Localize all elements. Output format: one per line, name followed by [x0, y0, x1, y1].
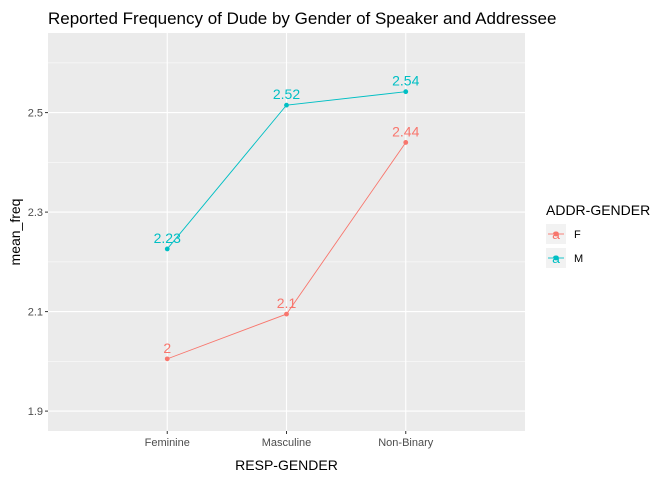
data-point-f: [403, 140, 409, 145]
legend-label-f: F: [574, 229, 581, 241]
chart-title: Reported Frequency of Dude by Gender of …: [48, 9, 556, 28]
x-tick-label: Feminine: [145, 437, 190, 449]
data-point-m: [164, 246, 170, 252]
legend-key-glyph-m: a: [552, 250, 560, 266]
data-labels: 2 2.1 2.44 2.23 2.52 2.54: [154, 73, 420, 356]
data-label-m: 2.54: [392, 73, 419, 89]
legend-key-point-m: [553, 255, 559, 261]
x-axis-title: RESP-GENDER: [235, 457, 338, 473]
y-tick-label: 1.9: [28, 406, 43, 418]
data-point-m: [403, 89, 409, 95]
legend-key-glyph-f: a: [552, 226, 560, 242]
legend-title: ADDR-GENDER: [546, 202, 650, 218]
y-axis-title: mean_freq: [7, 199, 23, 266]
data-label-f: 2.1: [277, 295, 297, 311]
y-axis: 1.9 2.1 2.3 2.5: [28, 108, 48, 418]
data-point-f: [284, 311, 289, 317]
legend: ADDR-GENDER a Fa M: [546, 202, 650, 268]
data-point-f: [164, 356, 170, 362]
y-tick-label: 2.1: [28, 307, 43, 319]
legend-key-point-f: [553, 231, 559, 237]
data-label-m: 2.52: [273, 86, 300, 102]
series-points: [164, 89, 409, 362]
data-point-m: [284, 102, 289, 108]
x-axis: Feminine Masculine Non-Binary: [145, 431, 434, 449]
data-label-m: 2.23: [154, 230, 181, 246]
x-tick-label: Non-Binary: [378, 437, 434, 449]
data-label-f: 2.44: [392, 123, 419, 139]
data-label-f: 2: [163, 340, 171, 356]
y-tick-label: 2.3: [28, 207, 43, 219]
x-tick-label: Masculine: [262, 437, 312, 449]
legend-label-m: M: [574, 253, 583, 265]
major-gridlines: [48, 33, 525, 431]
y-tick-label: 2.5: [28, 108, 43, 120]
